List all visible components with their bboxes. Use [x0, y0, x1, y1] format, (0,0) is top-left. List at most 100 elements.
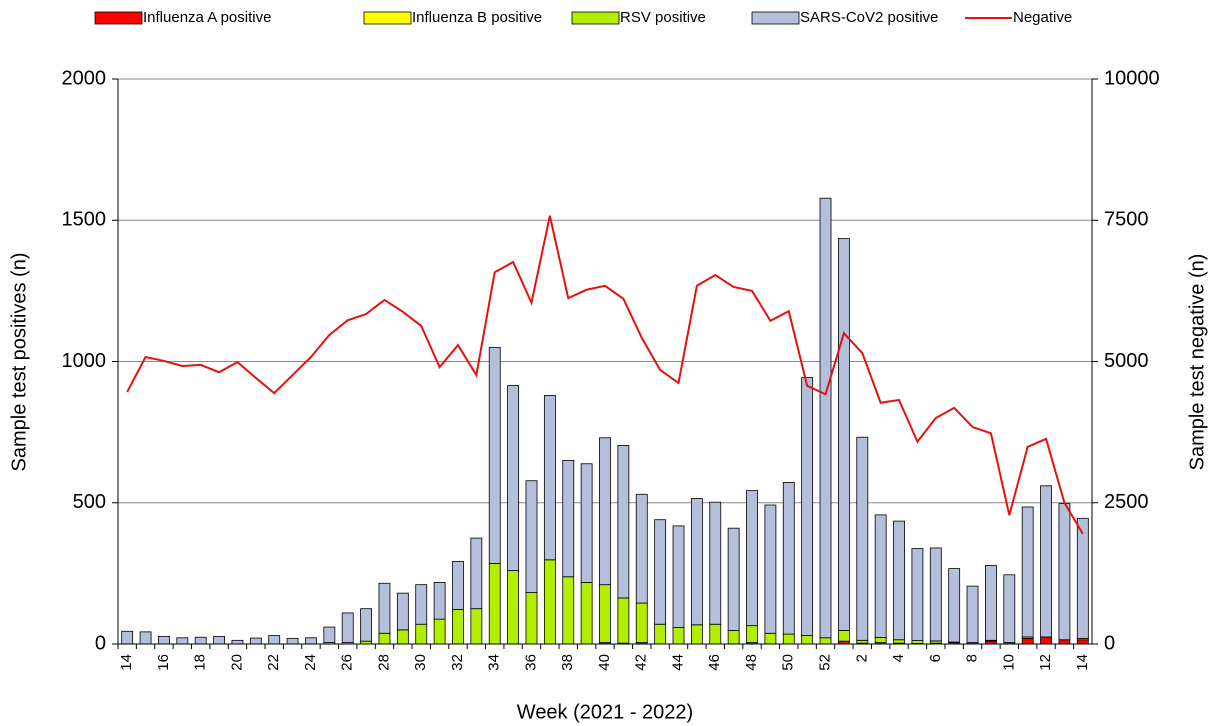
x-tick-label: 30 — [412, 654, 429, 671]
legend-label: Negative — [1013, 9, 1072, 26]
bar-segment — [654, 519, 667, 625]
bar-segment — [433, 582, 446, 620]
y2-tick-label: 0 — [1104, 632, 1115, 654]
legend-swatch — [94, 11, 143, 25]
bar-segment — [562, 576, 575, 645]
x-tick-label: 52 — [816, 654, 833, 671]
bar-segment — [121, 630, 134, 645]
y-axis-label: Sample test positives (n) — [8, 253, 30, 472]
bar-segment — [893, 520, 905, 641]
bar-segment — [341, 612, 354, 643]
bar-segment — [249, 637, 262, 645]
bar-segment — [690, 624, 703, 645]
bar-segment — [507, 385, 520, 571]
bar-segment — [599, 437, 611, 586]
bar-segment — [360, 608, 373, 642]
x-tick-label: 18 — [192, 654, 209, 671]
legend-label: SARS-CoV2 positive — [800, 9, 938, 26]
y-tick-label: 0 — [95, 632, 106, 654]
bar-segment — [488, 563, 501, 645]
bar-segment — [893, 639, 905, 644]
x-tick-label: 38 — [559, 654, 576, 671]
bar-segment — [727, 630, 740, 645]
x-tick-label: 20 — [228, 654, 245, 671]
x-axis-label: Week (2021 - 2022) — [517, 701, 693, 723]
bar-segment — [746, 625, 758, 643]
bar-segment — [507, 570, 520, 645]
bar-segment — [1058, 503, 1071, 641]
bar-segment — [378, 632, 391, 645]
bar-segment — [801, 377, 814, 636]
bar-segment — [525, 592, 538, 645]
bar-segment — [764, 632, 777, 645]
y-tick-label: 1500 — [62, 209, 107, 231]
x-tick-label: 32 — [449, 654, 466, 671]
bar-segment — [396, 592, 409, 631]
bar-segment — [415, 623, 428, 645]
bar-segment — [562, 459, 575, 578]
x-tick-label: 4 — [890, 654, 907, 662]
bar-segment — [617, 597, 630, 644]
x-tick-label: 6 — [927, 654, 944, 662]
bar-segment — [911, 640, 924, 644]
bar-segment — [1076, 639, 1089, 645]
bar-segment — [599, 584, 611, 643]
y2-tick-label: 2500 — [1104, 491, 1149, 513]
bar-segment — [856, 436, 869, 641]
bar-segment — [874, 514, 887, 638]
x-tick-label: 16 — [155, 654, 172, 671]
x-tick-label: 46 — [706, 654, 723, 671]
bar-segment — [378, 582, 391, 634]
bar-segment — [782, 633, 795, 645]
legend-label: Influenza A positive — [143, 9, 271, 26]
bar-segment — [966, 585, 979, 643]
y2-tick-label: 10000 — [1104, 67, 1160, 89]
bar-segment — [286, 637, 299, 645]
y2-tick-label: 5000 — [1104, 350, 1149, 372]
x-tick-label: 26 — [339, 654, 356, 671]
bar-segment — [323, 626, 336, 643]
bar-segment — [1003, 574, 1016, 643]
y-tick-label: 1000 — [62, 350, 107, 372]
x-tick-label: 28 — [375, 654, 392, 671]
bar-segment — [654, 623, 667, 645]
bar-segment — [764, 504, 777, 634]
bar-segment — [635, 493, 648, 604]
bar-segment — [139, 631, 152, 645]
bar-segment — [1021, 506, 1034, 638]
bar-segment — [709, 623, 722, 645]
bar-segment — [415, 584, 428, 625]
bar-segment — [194, 636, 207, 645]
bar-segment — [580, 582, 593, 645]
x-tick-label: 22 — [265, 654, 282, 671]
x-tick-label: 10 — [1000, 654, 1017, 671]
y2-axis-label: Sample test negative (n) — [1186, 254, 1208, 471]
bar-segment — [801, 635, 814, 645]
legend-swatch — [751, 11, 800, 25]
bar-segment — [580, 463, 593, 583]
line — [126, 215, 1084, 535]
x-tick-label: 24 — [302, 654, 319, 671]
x-tick-label: 8 — [964, 654, 981, 662]
bar-segment — [690, 498, 703, 626]
bar-segment — [819, 197, 832, 639]
bar-segment — [1076, 517, 1089, 639]
bar-segment — [837, 238, 850, 631]
bar-segment — [819, 637, 832, 645]
bar-segment — [1040, 636, 1052, 645]
x-tick-label: 44 — [669, 654, 686, 671]
bar-segment — [396, 629, 409, 645]
bar-segment — [268, 635, 281, 645]
bar-segment — [874, 637, 887, 643]
x-tick-label: 14 — [1074, 654, 1091, 671]
bar-segment — [1040, 485, 1052, 638]
bar-segment — [525, 480, 538, 593]
bar-segment — [746, 490, 758, 627]
bar-segment — [1058, 639, 1071, 645]
x-tick-label: 40 — [596, 654, 613, 671]
y-tick-label: 500 — [73, 491, 106, 513]
bar-segment — [782, 482, 795, 635]
x-tick-label: 34 — [486, 654, 503, 671]
